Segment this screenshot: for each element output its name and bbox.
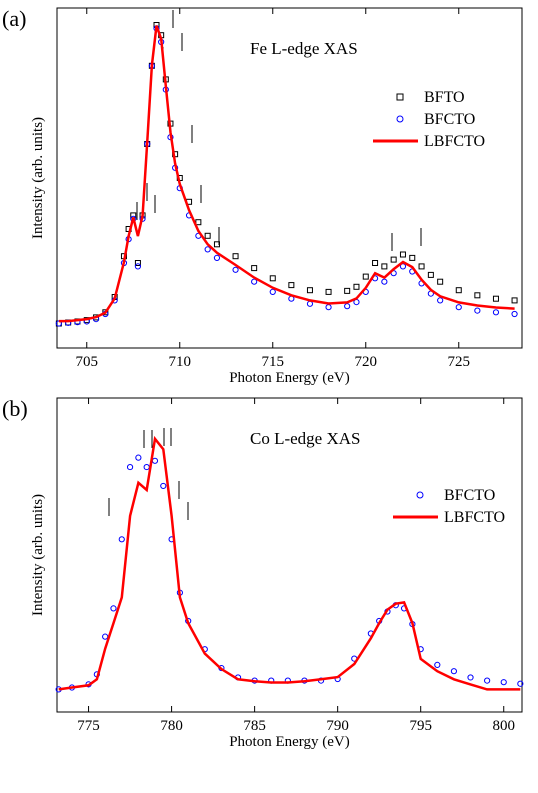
legend-label: BFCTO: [444, 487, 495, 504]
marker: [134, 260, 141, 266]
marker: [213, 241, 220, 248]
marker: [437, 297, 444, 304]
marker: [484, 677, 491, 684]
x-tick-label: 785: [243, 718, 266, 734]
marker: [55, 320, 62, 327]
marker: [492, 309, 500, 316]
marker: [511, 310, 518, 318]
x-axis-label: Photon Energy (eV): [229, 734, 350, 750]
marker: [204, 246, 211, 253]
series: [55, 25, 518, 327]
legend-label: BFCTO: [424, 111, 475, 128]
legend-marker: [396, 115, 404, 123]
series: [58, 435, 521, 691]
marker: [450, 668, 458, 675]
marker: [418, 263, 425, 270]
marker: [306, 300, 314, 307]
marker: [126, 463, 134, 471]
marker: [399, 263, 407, 270]
panel-label: (a): [2, 6, 26, 31]
legend-marker: [396, 93, 404, 101]
marker: [102, 633, 109, 640]
marker: [517, 680, 524, 687]
marker: [325, 304, 332, 311]
x-tick-label: 790: [326, 718, 349, 734]
marker: [325, 288, 332, 295]
x-tick-label: 705: [76, 354, 99, 370]
plot-frame: [56, 7, 523, 349]
marker: [511, 297, 518, 304]
series: [58, 25, 515, 323]
marker: [474, 292, 481, 299]
y-axis-label: Intensity (arb. units): [30, 494, 46, 616]
marker: [160, 482, 167, 490]
marker: [427, 271, 434, 278]
series-line: [58, 435, 521, 691]
marker: [288, 282, 295, 289]
x-tick-label: 775: [77, 718, 100, 734]
marker: [195, 219, 202, 226]
marker: [269, 288, 276, 295]
x-tick-label: 725: [448, 354, 471, 370]
marker: [434, 661, 441, 669]
marker: [362, 273, 369, 280]
marker: [251, 265, 258, 272]
marker: [143, 463, 150, 471]
marker: [381, 263, 388, 270]
x-tick-label: 720: [355, 354, 378, 370]
marker: [381, 278, 388, 285]
annotation: Co L-edge XAS: [250, 429, 360, 448]
marker: [455, 304, 462, 311]
x-tick-label: 780: [160, 718, 183, 734]
marker: [213, 254, 221, 261]
marker: [437, 278, 444, 285]
feature-markers: [108, 10, 422, 520]
marker: [232, 266, 239, 273]
marker: [135, 454, 142, 461]
marker: [232, 253, 239, 260]
series: [55, 22, 518, 327]
marker: [151, 457, 159, 464]
marker: [306, 287, 313, 294]
panel-label: (b): [2, 396, 28, 421]
marker: [251, 278, 258, 285]
plot-frame: [56, 397, 523, 713]
y-axis-label: Intensity (arb. units): [30, 117, 46, 239]
marker: [118, 536, 125, 543]
marker: [204, 232, 211, 239]
marker: [474, 307, 481, 314]
x-tick-label: 795: [409, 718, 432, 734]
marker: [390, 256, 397, 263]
x-tick-label: 710: [169, 354, 192, 370]
legend-label: LBFCTO: [444, 509, 505, 526]
marker: [344, 287, 351, 294]
legend-label: LBFCTO: [424, 133, 485, 150]
marker: [455, 287, 462, 294]
annotation: Fe L-edge XAS: [250, 39, 358, 58]
legend-label: BFTO: [424, 89, 465, 106]
x-axis-label: Photon Energy (eV): [229, 370, 350, 386]
marker: [134, 263, 142, 270]
marker: [353, 283, 360, 290]
marker: [372, 260, 379, 266]
series-line: [58, 25, 515, 323]
marker: [110, 605, 117, 612]
x-tick-label: 800: [492, 718, 515, 734]
x-tick-label: 715: [262, 354, 285, 370]
marker: [269, 275, 276, 282]
marker: [399, 251, 406, 258]
marker: [467, 674, 474, 681]
marker: [500, 679, 507, 686]
marker: [409, 254, 416, 261]
marker: [492, 295, 499, 302]
legend-marker: [416, 491, 424, 499]
marker: [344, 303, 351, 310]
